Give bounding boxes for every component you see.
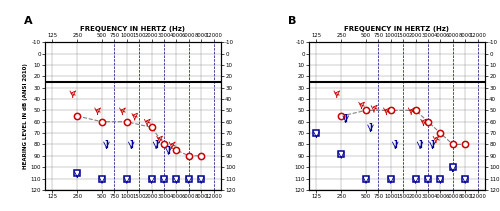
Text: <: < bbox=[132, 112, 138, 120]
Text: ]: ] bbox=[430, 140, 434, 149]
Text: <: < bbox=[94, 106, 100, 115]
Text: ]: ] bbox=[166, 146, 170, 155]
Text: ]: ] bbox=[368, 123, 372, 132]
Text: ]: ] bbox=[104, 140, 108, 149]
Text: <: < bbox=[383, 106, 390, 115]
Text: <: < bbox=[408, 106, 414, 115]
Text: ]: ] bbox=[344, 114, 347, 123]
X-axis label: FREQUENCY IN HERTZ (Hz): FREQUENCY IN HERTZ (Hz) bbox=[344, 26, 450, 32]
Text: A: A bbox=[24, 16, 32, 26]
X-axis label: FREQUENCY IN HERTZ (Hz): FREQUENCY IN HERTZ (Hz) bbox=[80, 26, 186, 32]
Text: <: < bbox=[420, 117, 426, 126]
Text: <: < bbox=[70, 89, 76, 98]
Text: <: < bbox=[433, 134, 439, 143]
Text: <: < bbox=[334, 89, 340, 98]
Text: ]: ] bbox=[130, 140, 133, 149]
Text: <: < bbox=[156, 134, 162, 143]
Text: ]: ] bbox=[394, 140, 397, 149]
Y-axis label: HEARING LEVEL IN dB (ANSI 2010): HEARING LEVEL IN dB (ANSI 2010) bbox=[22, 63, 28, 169]
Text: <: < bbox=[371, 104, 377, 113]
Text: ]: ] bbox=[154, 140, 158, 149]
Text: ]: ] bbox=[418, 140, 422, 149]
Text: <: < bbox=[119, 106, 126, 115]
Text: <: < bbox=[358, 100, 364, 109]
Text: B: B bbox=[288, 16, 296, 26]
Text: <: < bbox=[144, 117, 150, 126]
Text: <: < bbox=[169, 140, 175, 149]
